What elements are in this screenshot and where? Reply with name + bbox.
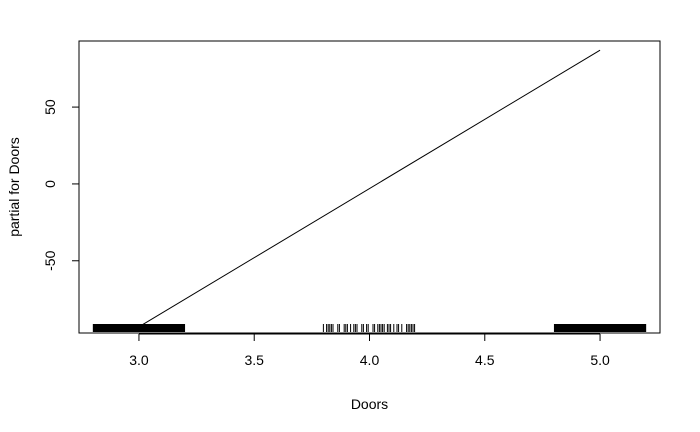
y-axis-label: partial for Doors — [6, 137, 22, 237]
plot-box — [78, 40, 661, 334]
series-line-1 — [138, 49, 601, 328]
rug-cluster-1 — [92, 324, 186, 332]
x-tick-label: 4.5 — [475, 352, 495, 368]
y-tick-label: 0 — [42, 180, 58, 188]
rug-marks — [92, 324, 647, 332]
series-layer — [138, 49, 601, 328]
rug-cluster-3 — [553, 324, 647, 332]
x-tick-label: 3.0 — [129, 352, 149, 368]
x-tick-label: 4.0 — [360, 352, 380, 368]
y-tick-label: -50 — [42, 250, 58, 270]
x-tick-label: 3.5 — [244, 352, 264, 368]
y-axis: -50 0 50 — [42, 99, 80, 271]
y-tick-label: 50 — [42, 99, 58, 115]
x-tick-label: 5.0 — [590, 352, 610, 368]
x-axis: 3.0 3.5 4.0 4.5 5.0 — [129, 333, 610, 368]
x-axis-label: Doors — [351, 396, 388, 412]
